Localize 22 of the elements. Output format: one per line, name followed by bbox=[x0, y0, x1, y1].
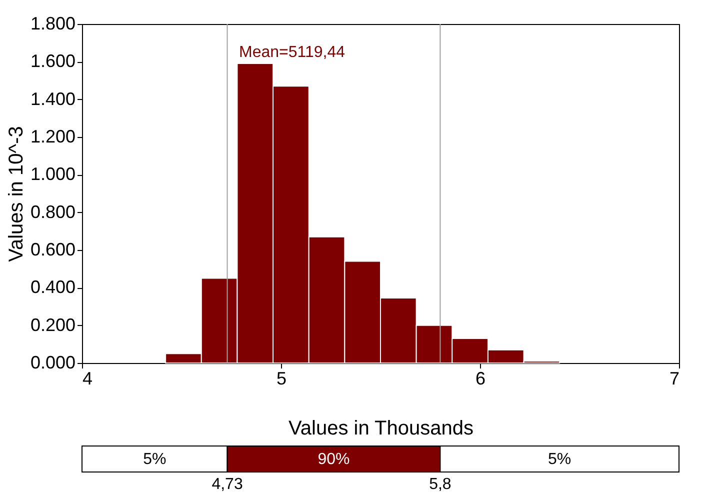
y-tick-label: 0.400 bbox=[30, 277, 76, 298]
x-tick-label: 5 bbox=[276, 368, 287, 388]
text: 5% bbox=[143, 451, 166, 468]
y-tick-label: 0.600 bbox=[30, 240, 76, 260]
y-tick-label: 1.200 bbox=[30, 126, 76, 146]
text: 5% bbox=[548, 451, 572, 468]
y-tick-label: 1.600 bbox=[30, 51, 76, 72]
x-tick-label: 6 bbox=[475, 368, 486, 388]
annotation: Mean=5119,44 bbox=[239, 44, 346, 61]
y-tick-label: 0.800 bbox=[30, 202, 76, 222]
y-tick-label: 1.800 bbox=[30, 14, 76, 34]
text: 5,8 bbox=[429, 476, 452, 493]
x-axis-title: Values in Thousands bbox=[288, 418, 474, 440]
y-tick-label: 0.000 bbox=[30, 352, 76, 372]
text: 90% bbox=[318, 451, 350, 468]
y-axis-title: Values in 10^-3 bbox=[5, 126, 28, 262]
y-tick-label: 0.200 bbox=[30, 314, 76, 335]
y-tick-label: 1.400 bbox=[30, 88, 76, 109]
x-tick-label: 7 bbox=[669, 368, 680, 388]
text: 4,73 bbox=[212, 476, 243, 493]
x-tick-label: 4 bbox=[82, 368, 93, 388]
y-tick-label: 1.000 bbox=[30, 164, 76, 184]
